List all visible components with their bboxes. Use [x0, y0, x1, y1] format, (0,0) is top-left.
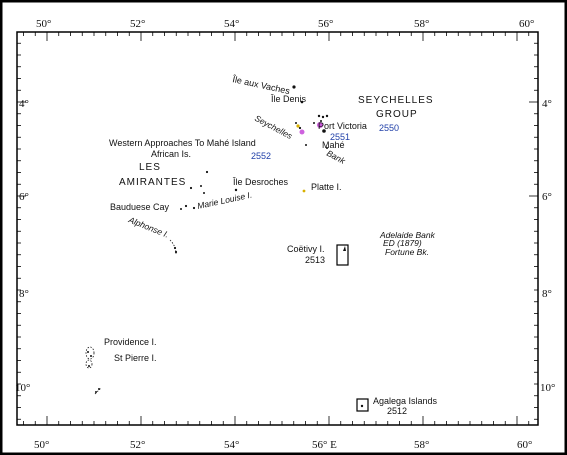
- longitude-labels-top: 50° 52° 54° 56° 58° 60°: [36, 18, 534, 30]
- reef-providence: [85, 346, 95, 360]
- label-ile-desroches: Île Desroches: [232, 177, 289, 187]
- island-coetivy: [343, 246, 346, 251]
- island-praslin-magenta: [317, 122, 323, 128]
- label-chart-2513: 2513: [305, 255, 325, 265]
- lon-label-bottom: 50°: [34, 439, 49, 451]
- lon-label-bottom: 60°: [517, 439, 532, 451]
- lon-label-top: 54°: [224, 18, 239, 30]
- island-st-pierre: [88, 365, 90, 367]
- island: [317, 114, 321, 118]
- island: [320, 120, 322, 122]
- highlighted-islands: [296, 122, 323, 193]
- reef-alphonse: [169, 239, 177, 255]
- reef-bank-arc: [94, 387, 102, 395]
- label-african-is: African Is.: [151, 149, 191, 159]
- island-bauduese-cay: [180, 208, 182, 210]
- label-group: GROUP: [376, 109, 418, 120]
- lon-label-bottom: 54°: [224, 439, 239, 451]
- island-ile-denis: [300, 100, 304, 104]
- label-mahe: Mahé: [322, 140, 345, 150]
- island: [203, 192, 205, 194]
- lat-label-left: 6°: [19, 191, 29, 203]
- label-coetivy: Coëtivy I.: [287, 244, 325, 254]
- label-adelaide-bank: Adelaide Bank: [379, 230, 436, 240]
- lon-label-top: 60°: [519, 18, 534, 30]
- island-desroches: [234, 188, 238, 192]
- island-ile-aux-vaches: [292, 85, 296, 89]
- label-chart-2552: 2552: [251, 151, 271, 161]
- label-agalega: Agalega Islands: [373, 396, 438, 406]
- label-amirantes: AMIRANTES: [119, 177, 186, 188]
- lon-label-top: 56°: [318, 18, 333, 30]
- island: [184, 204, 188, 208]
- island-marie-louise: [192, 206, 196, 210]
- chart-box-2512: [356, 398, 369, 412]
- label-st-pierre: St Pierre I.: [114, 353, 157, 363]
- lon-label-bottom: 52°: [130, 439, 145, 451]
- chart-boxes: [336, 244, 369, 412]
- lat-label-left: 8°: [19, 288, 29, 300]
- island-mahe: [322, 129, 326, 133]
- lat-label-left: 4°: [19, 98, 29, 110]
- island: [321, 115, 325, 119]
- label-chart-2551: 2551: [330, 132, 350, 142]
- lon-label-top: 50°: [36, 18, 51, 30]
- map-neatline: [16, 31, 539, 426]
- label-fortune-bk: Fortune Bk.: [385, 247, 429, 257]
- latitude-labels-right: 4° 6° 8° 10°: [540, 98, 555, 394]
- island: [305, 144, 307, 146]
- island-agalega: [360, 404, 364, 408]
- island: [200, 185, 202, 187]
- chart-box-2513: [336, 244, 349, 266]
- lat-label-left: 10°: [15, 382, 30, 394]
- label-chart-2550: 2550: [379, 123, 399, 133]
- lon-label-top: 58°: [414, 18, 429, 30]
- island-marks: [87, 85, 364, 408]
- island-yellow: [296, 124, 300, 128]
- lat-label-right: 8°: [542, 288, 552, 300]
- reef-outlines: [85, 239, 177, 395]
- island: [298, 126, 302, 130]
- reef-st-pierre: [85, 359, 93, 369]
- label-chart-2512: 2512: [387, 406, 407, 416]
- island-providence: [87, 351, 89, 353]
- island: [90, 355, 92, 357]
- island: [325, 114, 329, 118]
- lat-label-right: 4°: [542, 98, 552, 110]
- island: [95, 391, 97, 393]
- label-platte: Platte I.: [311, 182, 342, 192]
- island-african-is: [205, 170, 209, 174]
- label-seychelles: SEYCHELLES: [358, 95, 434, 106]
- lat-label-right: 6°: [542, 191, 552, 203]
- island: [295, 122, 297, 124]
- lon-label-top: 52°: [130, 18, 145, 30]
- lon-label-bottom: 58°: [414, 439, 429, 451]
- label-providence: Providence I.: [104, 337, 157, 347]
- label-bauduese-cay: Bauduese Cay: [110, 202, 170, 212]
- label-les: LES: [139, 162, 161, 173]
- label-ile-denis: Île Denis: [270, 94, 307, 104]
- graticule-ticks: [17, 32, 538, 425]
- island: [326, 147, 328, 149]
- lon-label-bottom: 56° E: [312, 439, 337, 451]
- label-western-approaches: Western Approaches To Mahé Island: [109, 138, 256, 148]
- label-port-victoria: Port Victoria: [318, 121, 367, 131]
- label-adelaide-ed: ED (1879): [383, 238, 422, 248]
- island-platte-yellow: [302, 189, 306, 193]
- island: [98, 388, 100, 390]
- longitude-labels-bottom: 50° 52° 54° 56° E 58° 60°: [34, 439, 532, 451]
- latitude-labels-left: 4° 6° 8° 10°: [15, 98, 30, 394]
- island: [189, 186, 193, 190]
- island: [313, 122, 315, 124]
- island-magenta: [299, 129, 305, 135]
- lat-label-right: 10°: [540, 382, 555, 394]
